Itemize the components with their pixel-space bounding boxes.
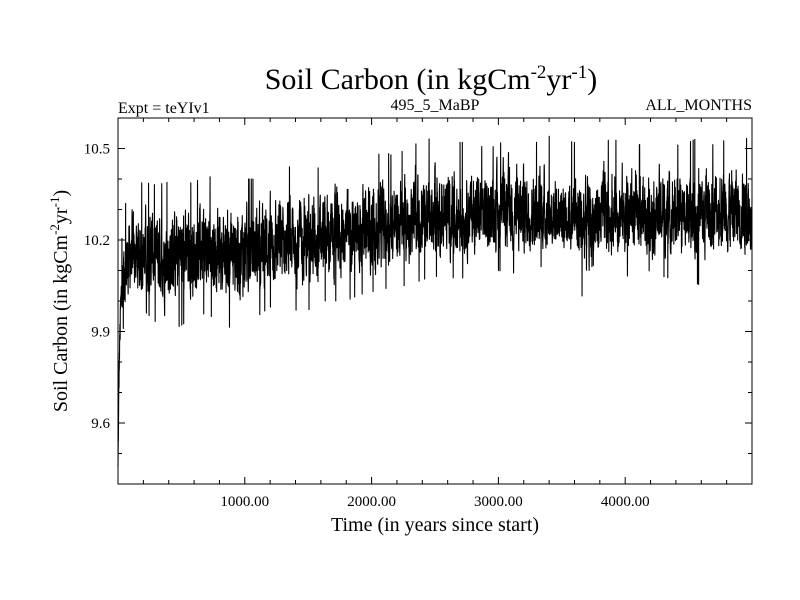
y-tick-label: 10.5 bbox=[84, 142, 110, 158]
plot-area bbox=[117, 135, 753, 467]
y-axis-label: Soil Carbon (in kgCm-2yr-1) bbox=[47, 190, 72, 412]
chart-title: Soil Carbon (in kgCm-2yr-1) bbox=[265, 62, 598, 96]
series-line bbox=[117, 135, 753, 467]
subtitle-center: 495_5_MaBP bbox=[391, 97, 480, 114]
y-tick-label: 10.2 bbox=[84, 233, 110, 249]
x-axis-label: Time (in years since start) bbox=[331, 514, 539, 536]
y-tick-label: 9.9 bbox=[91, 325, 110, 341]
x-tick-label: 3000.00 bbox=[474, 494, 523, 510]
x-tick-label: 4000.00 bbox=[601, 494, 650, 510]
y-tick-label: 9.6 bbox=[91, 416, 110, 432]
x-tick-label: 1000.00 bbox=[220, 494, 269, 510]
subtitle-right: ALL_MONTHS bbox=[645, 97, 752, 114]
x-axis: 1000.00 2000.00 3000.00 4000.00 bbox=[142, 118, 728, 510]
y-axis: 9.6 9.9 10.2 10.5 bbox=[84, 117, 752, 485]
x-tick-label: 2000.00 bbox=[347, 494, 396, 510]
subtitle-left: Expt = teYIv1 bbox=[118, 100, 210, 117]
